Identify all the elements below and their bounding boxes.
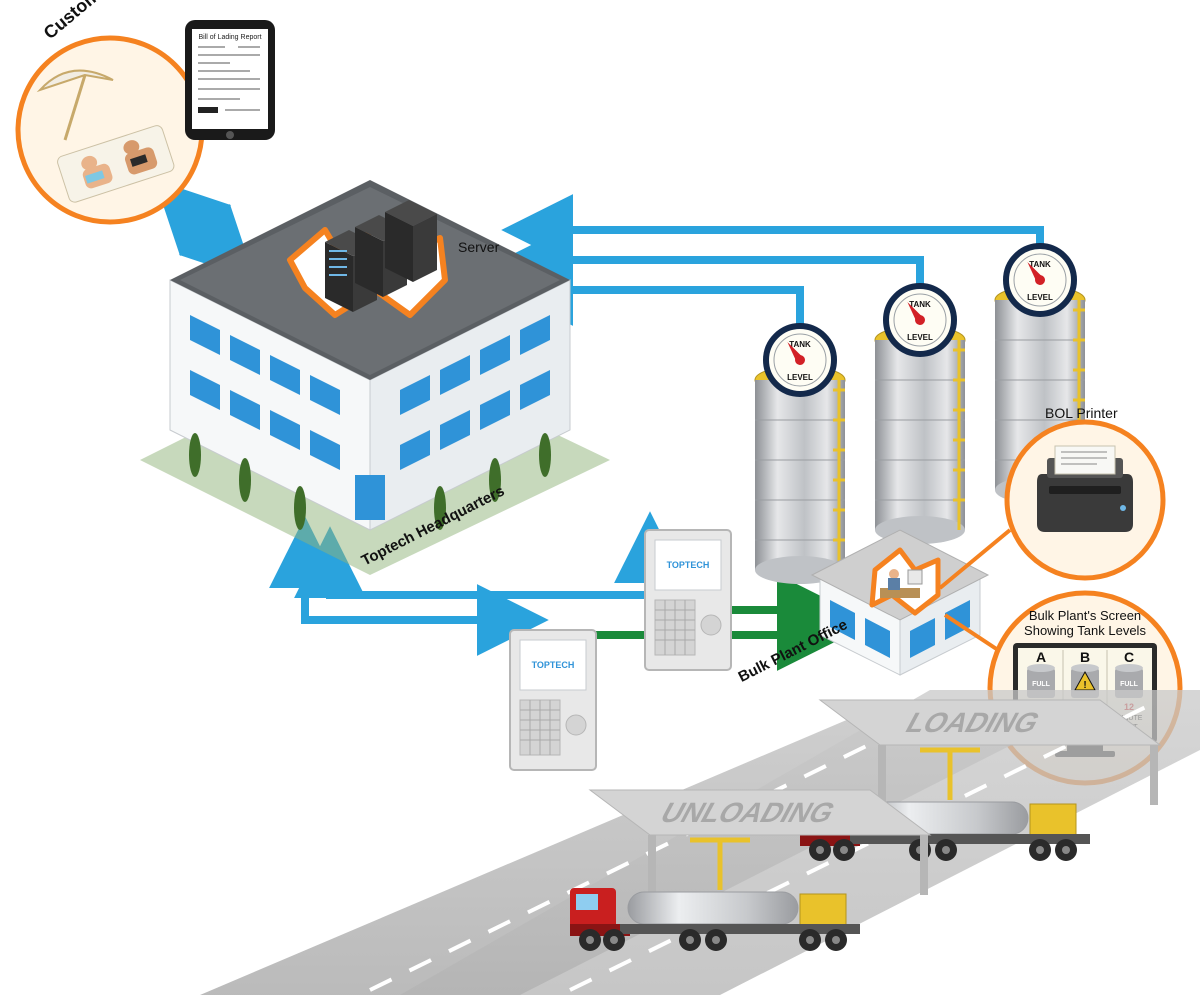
tank-screen-title2: Showing Tank Levels [1024,623,1146,638]
unloading-label: UNLOADING [655,798,841,829]
bol-printer-label: BOL Printer [1045,405,1118,421]
svg-text:LEVEL: LEVEL [907,333,933,342]
kiosk-logo: TOPTECH [532,660,575,670]
gauge-3: TANK LEVEL [1006,246,1074,314]
gauge-1: TANK LEVEL [766,326,834,394]
loading-label: LOADING [900,708,1046,739]
gauge-2: TANK LEVEL [886,286,954,354]
svg-text:!: ! [1083,680,1086,691]
kiosk-unloading: TOPTECH [510,630,596,770]
bulk-plant-office-label: Bulk Plant Office [736,616,851,686]
customer-node [18,38,202,222]
col-a-status: FULL [1032,681,1051,688]
col-b-header: B [1080,649,1090,665]
col-c-status: FULL [1120,681,1139,688]
kiosk-loading: TOPTECH [645,530,731,670]
tank-screen-title1: Bulk Plant's Screen [1029,608,1141,623]
col-c-header: C [1124,649,1134,665]
server-label: Server [458,239,500,255]
svg-text:LEVEL: LEVEL [1027,293,1053,302]
tablet-title: Bill of Lading Report [198,34,261,41]
svg-text:TOPTECH: TOPTECH [667,560,710,570]
bol-printer-node [1007,422,1163,578]
col-a-header: A [1036,649,1046,665]
tablet: Bill of Lading Report [185,20,275,140]
gauge-bottom-label: LEVEL [787,373,813,382]
